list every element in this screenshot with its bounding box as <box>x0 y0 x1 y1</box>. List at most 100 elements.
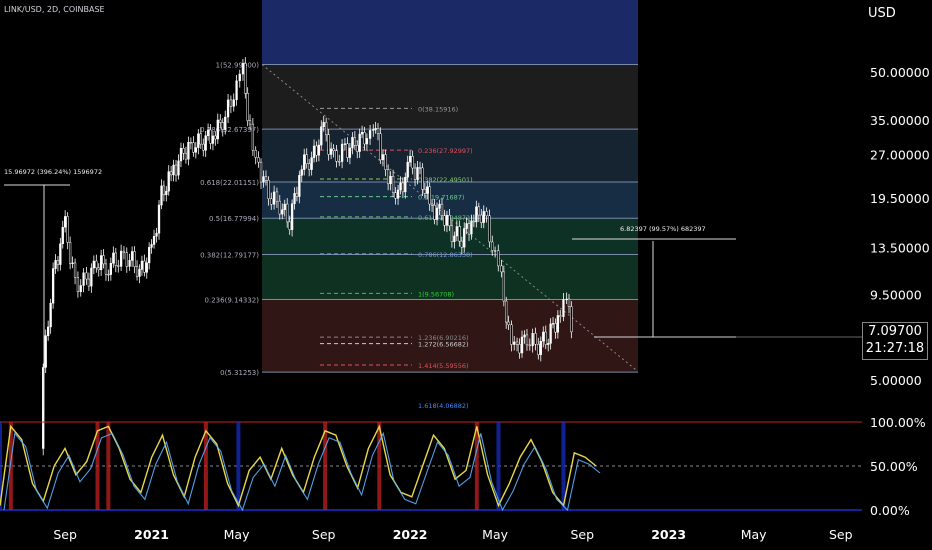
candle-body <box>379 133 382 161</box>
candle-body <box>288 221 291 230</box>
candle-body <box>293 192 296 205</box>
price-axis-tick: 35.00000 <box>870 113 930 128</box>
candle-body <box>556 315 560 333</box>
candle-body <box>396 189 400 199</box>
candle-body <box>107 273 110 276</box>
fib-level-label: 0(5.31253) <box>220 369 259 377</box>
candle-body <box>219 119 222 123</box>
candle-body <box>162 185 166 196</box>
candle-body <box>90 267 93 287</box>
price-axis-tick: 19.50000 <box>870 191 930 206</box>
candle-body <box>189 142 193 144</box>
candle-body <box>408 155 412 163</box>
fib-ext-label: 0.786(12.86338) <box>418 251 473 259</box>
candle-body <box>177 160 180 176</box>
candle-body <box>140 260 144 270</box>
candle-body <box>317 144 321 156</box>
candle-body <box>513 341 516 345</box>
candle-body <box>174 164 178 176</box>
osc-oversold-bar <box>496 422 501 510</box>
candle-body <box>411 155 414 169</box>
fib-ext-label: 1.236(6.90216) <box>418 334 469 342</box>
candle-body <box>99 255 103 271</box>
candle-body <box>528 344 531 347</box>
candle-body <box>358 133 361 152</box>
candle-body <box>348 147 352 158</box>
fib-level-label: 0.618(22.01151) <box>200 179 259 187</box>
candle-body <box>327 134 330 155</box>
fib-band <box>262 181 638 219</box>
candle-body <box>472 220 476 223</box>
candle-body <box>539 340 542 355</box>
fib-ext-label: 1.414(5.59556) <box>418 362 469 370</box>
candle-body <box>470 220 473 235</box>
candle-body <box>300 169 303 176</box>
candle-body <box>73 262 77 278</box>
candle-body <box>47 326 50 336</box>
time-axis-tick: Sep <box>53 527 77 542</box>
candle-body <box>56 260 60 265</box>
fib-ext-label: 0.236(27.92997) <box>418 147 473 155</box>
osc-oversold-bar <box>561 422 566 510</box>
fib-band <box>262 64 638 130</box>
candle-body <box>155 232 158 237</box>
candle-body <box>549 323 552 344</box>
fib-ext-label: 0(38.15916) <box>418 105 458 113</box>
candle-body <box>138 269 141 277</box>
candle-body <box>272 191 276 205</box>
osc-overbought-bar <box>203 422 208 510</box>
time-axis-tick: 2023 <box>651 527 686 542</box>
candle-body <box>356 144 359 152</box>
candle-body <box>312 145 316 158</box>
candle-body <box>332 148 335 151</box>
osc-axis-tick: 100.00% <box>870 415 926 430</box>
candle-body <box>251 123 255 151</box>
candle-body <box>374 128 377 130</box>
candle-body <box>467 223 471 235</box>
time-axis-tick: Sep <box>570 527 594 542</box>
candle-body <box>325 122 328 135</box>
candle-body <box>125 252 128 267</box>
candle-body <box>172 164 175 176</box>
candle-body <box>130 251 134 261</box>
candle-body <box>343 143 347 145</box>
candle-body <box>298 175 301 197</box>
candle-body <box>491 241 494 251</box>
candle-body <box>117 265 120 267</box>
candle-body <box>290 203 294 230</box>
candle-body <box>169 171 173 176</box>
candle-body <box>537 344 540 355</box>
candle-body <box>104 263 108 275</box>
fib-ext-label: 1(9.56708) <box>418 290 454 298</box>
candle-body <box>365 138 369 145</box>
candle-body <box>477 206 480 216</box>
fib-level-label: 0.5(16.77994) <box>209 215 259 223</box>
candle-body <box>246 93 249 121</box>
candle-body <box>128 260 131 267</box>
candle-body <box>480 214 483 223</box>
candle-body <box>502 271 505 302</box>
candle-body <box>433 205 436 220</box>
osc-axis-tick: 50.00% <box>870 459 918 474</box>
candle-body <box>49 302 52 328</box>
candle-body <box>394 192 397 199</box>
candle-body <box>150 244 153 248</box>
candle-body <box>71 262 74 264</box>
candle-body <box>61 226 64 245</box>
candle-body <box>267 179 270 199</box>
candle-body <box>346 143 349 158</box>
time-axis-tick: Sep <box>312 527 336 542</box>
candle-body <box>551 323 555 325</box>
candle-body <box>360 132 364 135</box>
candle-body <box>438 203 441 209</box>
candle-body <box>92 260 95 269</box>
candle-body <box>85 272 88 280</box>
candle-body <box>534 333 537 345</box>
time-axis-tick: May <box>482 527 508 542</box>
candle-body <box>565 298 568 301</box>
candle-body <box>143 260 146 273</box>
candle-body <box>430 203 434 206</box>
candle-body <box>384 154 387 170</box>
candle-body <box>305 154 308 164</box>
